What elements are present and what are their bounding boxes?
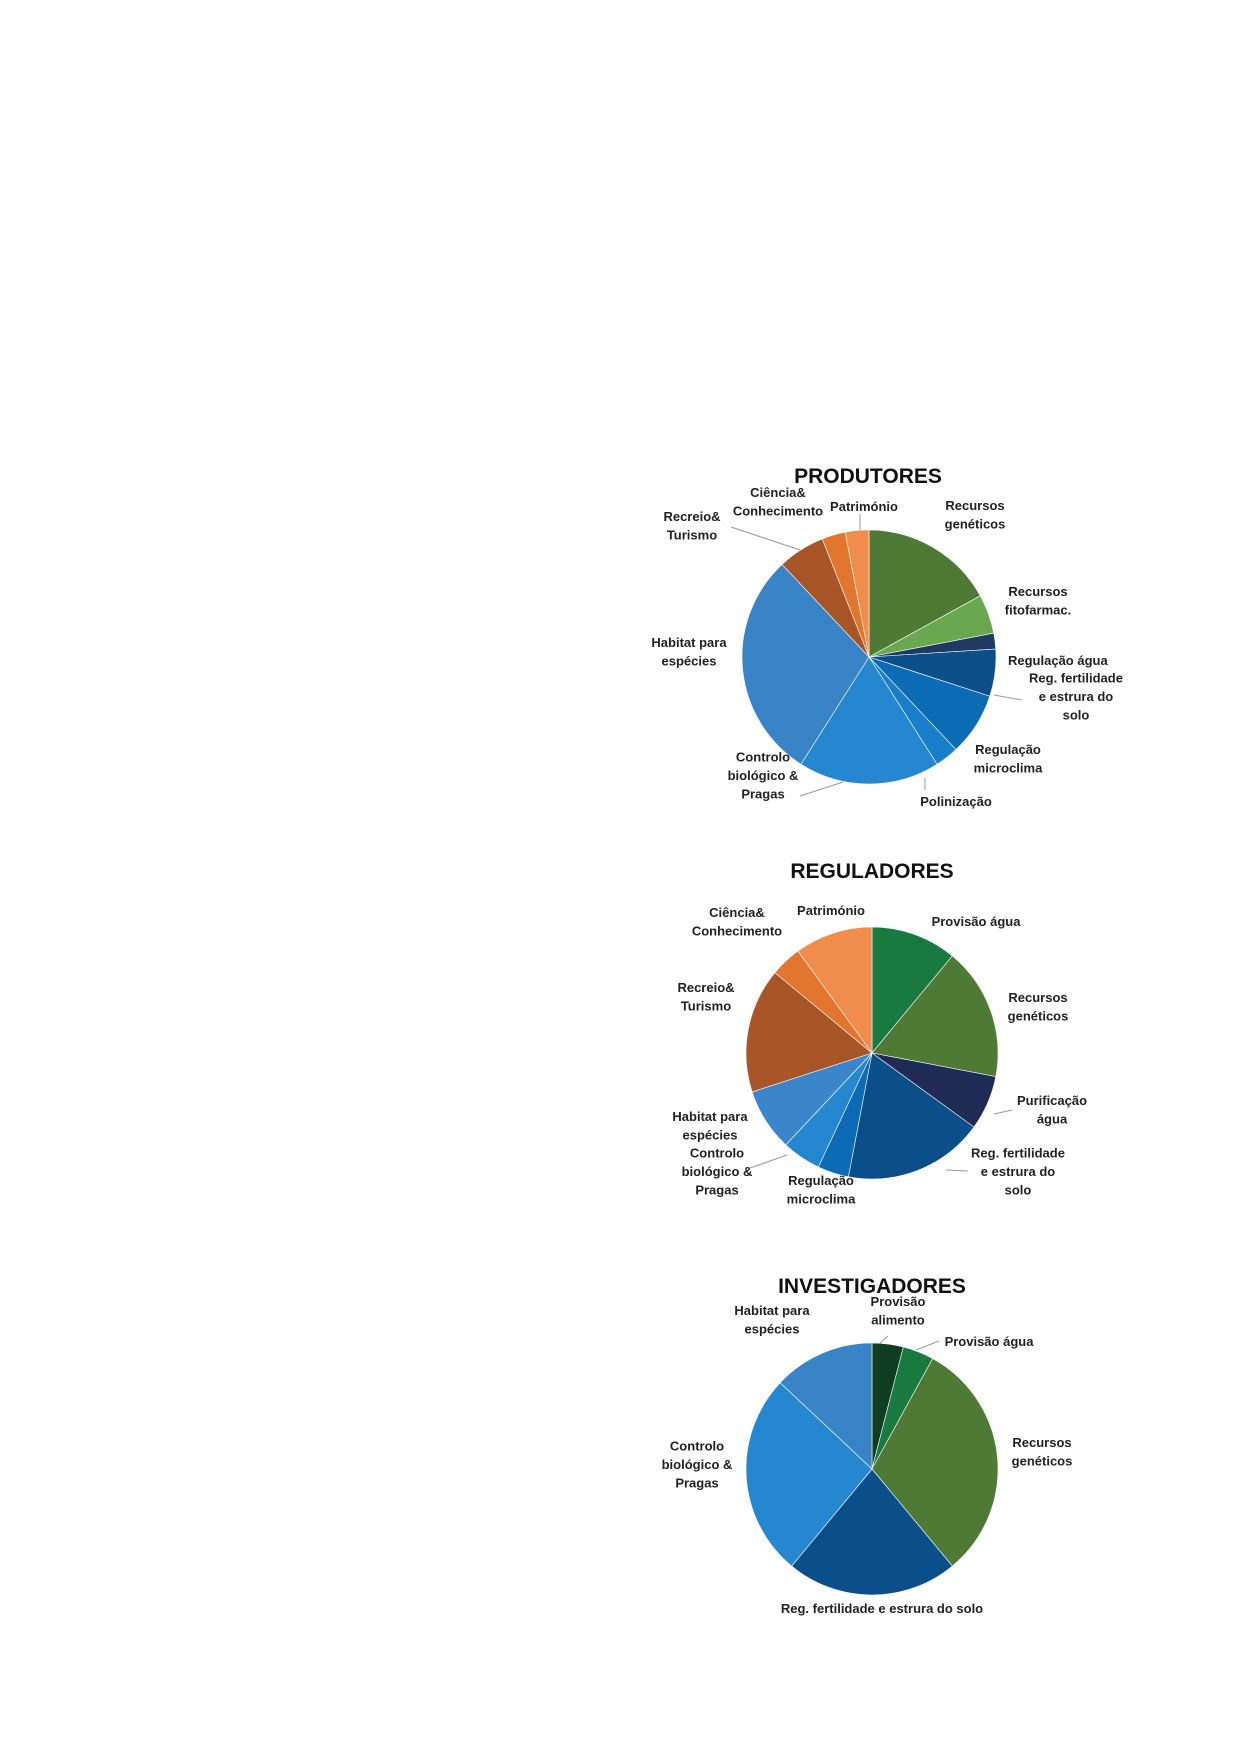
leader-line (993, 694, 1023, 701)
slice-label-reg-fertilidade-e-estrura-do-solo: Reg. fertilidade e estrura do solo (1029, 671, 1123, 723)
leader-line (993, 1109, 1013, 1115)
slice-label-habitat-para-especies: Habitat para espécies (651, 635, 727, 669)
pie-chart-produtores: PRODUTORES Recursos genéticos Recursos fito… (651, 465, 1123, 809)
slice-label-reg-fertilidade-e-estrura-do-solo: Reg. fertilidade e estrura do solo (971, 1146, 1065, 1198)
slice-label-habitat-para-especies: Habitat para espécies (672, 1109, 748, 1143)
slice-label-controlo-biologico-pragas: Controlo biológico & Pragas (728, 750, 799, 802)
pie-chart-investigadores: INVESTIGADORES Provisão alimento Provisão … (662, 1275, 1073, 1616)
slice-label-patrimonio: Património (797, 903, 865, 918)
slice-label-habitat-para-especies: Habitat para espécies (734, 1303, 810, 1337)
slice-label-regulacao-agua: Regulação água (1008, 653, 1108, 668)
pie-slice-patrimonio (797, 926, 873, 1054)
slice-label-patrimonio: Património (830, 499, 898, 514)
pie-slice-patrimonio (844, 529, 870, 658)
slice-label-ciencia-conhecimento: Ciência& Conhecimento (692, 905, 782, 939)
pie-slice-recreio-turismo (745, 972, 873, 1093)
leader-line (879, 1335, 889, 1344)
pie-slice-reg-fertilidade-e-estrura-do-solo (791, 1468, 953, 1596)
leader-line (945, 1169, 969, 1172)
chart-title: INVESTIGADORES (778, 1275, 966, 1298)
leader-line (730, 526, 801, 551)
pie-slice-habitat-para-especies (741, 563, 870, 765)
pie-slice-provisao-agua (871, 926, 953, 1054)
leader-line (749, 1154, 788, 1169)
chart-title: PRODUTORES (794, 465, 942, 488)
slice-label-reg-fertilidade-e-estrura-do-solo: Reg. fertilidade e estrura do solo (781, 1601, 983, 1616)
slice-label-recreio-turismo: Recreio& Turismo (677, 980, 734, 1014)
pie-slice-recursos-geneticos (871, 1358, 999, 1567)
slice-label-recursos-fitofarmac: Recursos fitofarmac. (1005, 584, 1071, 618)
slice-label-regulacao-microclima: Regulação microclima (787, 1173, 856, 1207)
pie-slice-recursos-geneticos (871, 955, 999, 1077)
slice-label-recursos-geneticos: Recursos genéticos (1012, 1435, 1073, 1469)
pie-slice-reg-fertilidade-e-estrura-do-solo (848, 1052, 975, 1180)
pie-slice-controlo-biologico-pragas (800, 656, 938, 785)
slice-label-regulacao-microclima: Regulação microclima (974, 742, 1043, 776)
slice-label-provisao-agua: Provisão água (932, 914, 1022, 929)
pie-slice-controlo-biologico-pragas (745, 1382, 873, 1567)
slice-label-ciencia-conhecimento: Ciência& Conhecimento (733, 485, 823, 519)
slice-label-recursos-geneticos: Recursos genéticos (1008, 990, 1069, 1024)
chart-title: REGULADORES (790, 860, 953, 883)
slice-label-provisao-alimento: Provisão alimento (871, 1294, 926, 1328)
slice-label-controlo-biologico-pragas: Controlo biológico & Pragas (662, 1439, 733, 1491)
slice-label-recursos-geneticos: Recursos genéticos (945, 498, 1006, 532)
pie-slice-recursos-geneticos (868, 529, 981, 658)
pie-chart-reguladores: REGULADORES Provisão água Recursos genétic… (672, 860, 1087, 1206)
slice-label-provisao-agua: Provisão água (945, 1334, 1035, 1349)
leader-line (799, 781, 844, 797)
pie-slice-habitat-para-especies (779, 1342, 873, 1470)
slice-label-controlo-biologico-pragas: Controlo biológico & Pragas (682, 1146, 753, 1198)
slice-label-recreio-turismo: Recreio& Turismo (663, 509, 720, 543)
slice-label-purificacao-agua: Purificação água (1017, 1093, 1087, 1127)
leader-line (915, 1340, 940, 1351)
slice-label-polinizacao: Polinização (920, 794, 992, 809)
